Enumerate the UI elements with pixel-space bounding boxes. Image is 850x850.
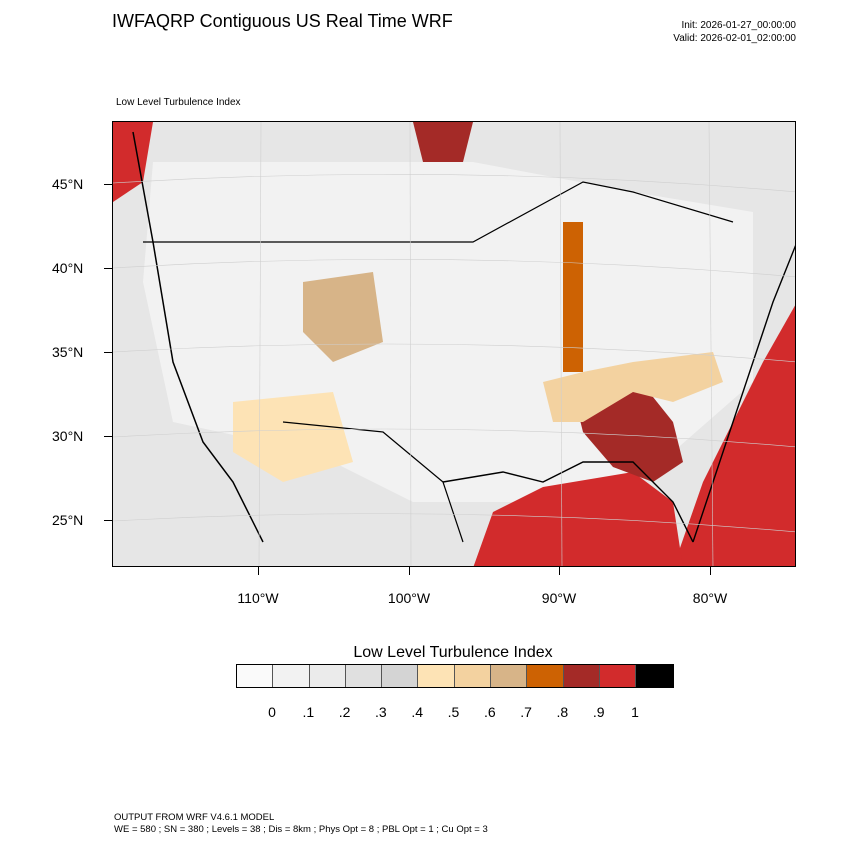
colorbar-swatch	[454, 665, 492, 687]
colorbar-tick-label: .2	[338, 704, 351, 720]
colorbar-swatch	[599, 665, 637, 687]
colorbar-swatch	[491, 665, 528, 687]
colorbar-tick-label: .8	[556, 704, 569, 720]
lon-tick	[409, 567, 410, 575]
southwest-moderate	[233, 392, 353, 482]
colorbar-tick-label: .7	[520, 704, 532, 720]
lake-michigan-band	[563, 222, 583, 372]
init-time: Init: 2026-01-27_00:00:00	[681, 20, 796, 31]
lat-tick	[104, 520, 112, 521]
southern-border	[282, 421, 464, 543]
lat-label: 45°N	[52, 176, 84, 192]
footer-config: WE = 580 ; SN = 380 ; Levels = 38 ; Dis …	[114, 824, 488, 835]
colorbar	[236, 664, 674, 688]
gulf-high-turbulence	[473, 472, 683, 566]
footer-model: OUTPUT FROM WRF V4.6.1 MODEL	[114, 812, 275, 823]
lon-tick	[258, 567, 259, 575]
turbulence-map	[112, 121, 796, 567]
colorbar-swatch	[237, 665, 274, 687]
colorbar-tick-label: 0	[268, 704, 276, 720]
colorbar-swatch	[345, 665, 383, 687]
rockies-moderate	[303, 272, 383, 362]
map-canvas	[113, 122, 795, 566]
lat-label: 35°N	[52, 344, 84, 360]
colorbar-tick-label: .3	[375, 704, 387, 720]
pacific-nw-turbulence	[113, 122, 153, 202]
lon-label: 90°W	[541, 590, 577, 606]
lat-tick	[104, 436, 112, 437]
colorbar-tick-label: 1	[631, 704, 639, 720]
west-coastline	[132, 131, 264, 543]
lat-label: 25°N	[52, 512, 84, 528]
lon-tick	[559, 567, 560, 575]
atlantic-coastline	[692, 245, 795, 543]
lon-label: 80°W	[692, 590, 728, 606]
northern-border	[143, 181, 734, 243]
model-footer: OUTPUT FROM WRF V4.6.1 MODEL WE = 580 ; …	[114, 812, 488, 836]
field-label: Low Level Turbulence Index	[116, 97, 241, 108]
lat-label: 40°N	[52, 260, 84, 276]
colorbar-tick-label: .9	[592, 704, 605, 720]
colorbar-swatch	[563, 665, 600, 687]
colorbar-swatch	[273, 665, 310, 687]
lon-label: 100°W	[387, 590, 431, 606]
colorbar-tick-label: .1	[302, 704, 315, 720]
lon-label: 110°W	[237, 590, 279, 606]
colorbar-title: Low Level Turbulence Index	[353, 644, 553, 661]
lat-tick	[104, 184, 112, 185]
colorbar-tick-label: .4	[411, 704, 424, 720]
colorbar-tick-label: .5	[447, 704, 460, 720]
southeast-moderate-band	[543, 352, 723, 422]
graticule	[113, 122, 795, 566]
lat-tick	[104, 352, 112, 353]
colorbar-swatch	[382, 665, 419, 687]
lat-label: 30°N	[52, 428, 84, 444]
lat-tick	[104, 268, 112, 269]
colorbar-swatch	[309, 665, 346, 687]
run-info: Init: 2026-01-27_00:00:00 Valid: 2026-02…	[673, 19, 796, 45]
colorbar-swatch	[418, 665, 455, 687]
colorbar-tick-label: .6	[483, 704, 496, 720]
lon-tick	[710, 567, 711, 575]
colorbar-swatch	[636, 665, 673, 687]
map-title: IWFAQRP Contiguous US Real Time WRF	[112, 11, 453, 31]
atlantic-high-turbulence	[673, 305, 795, 566]
gulf-coastline	[442, 461, 694, 543]
valid-time: Valid: 2026-02-01_02:00:00	[673, 33, 796, 44]
canada-north-turbulence	[413, 122, 473, 162]
colorbar-swatch	[527, 665, 564, 687]
